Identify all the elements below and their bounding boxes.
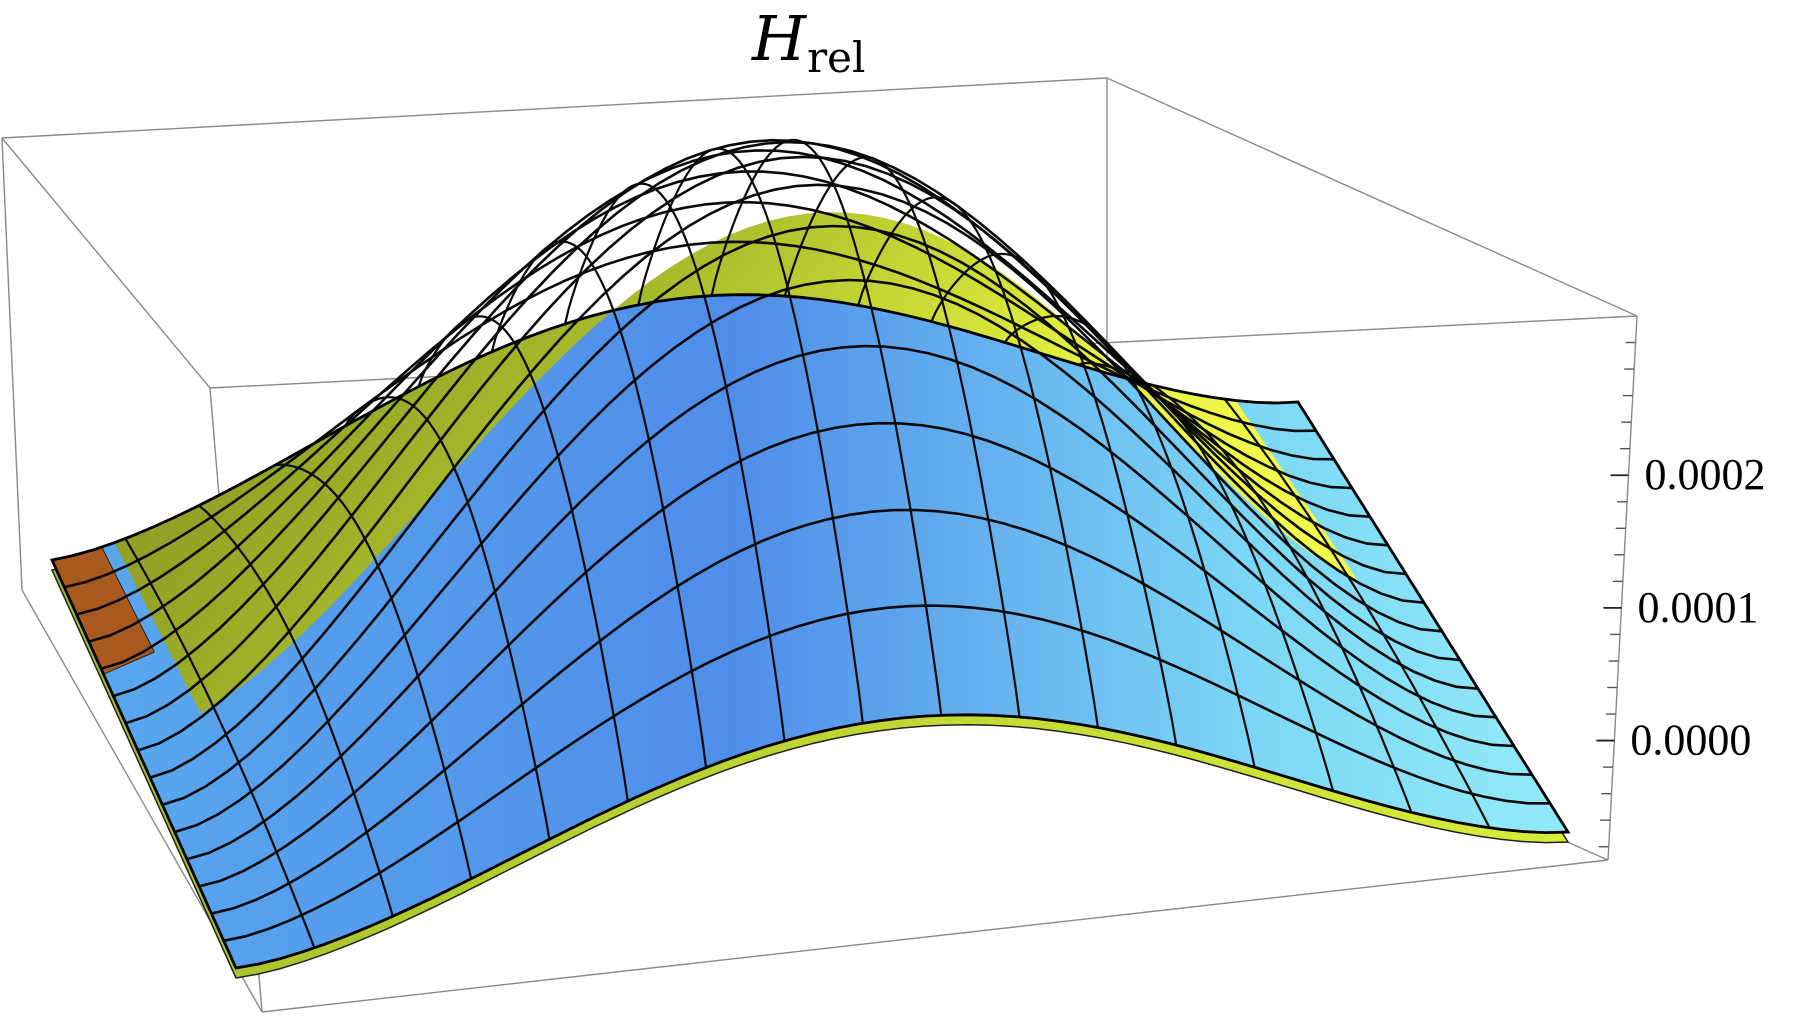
mesh-line-v: [710, 138, 943, 716]
mesh-line-u: [149, 183, 1443, 779]
mesh-line-v: [344, 396, 551, 840]
mesh-line-v: [930, 252, 1178, 746]
mesh-line-v: [1223, 398, 1491, 829]
surface-layer: [49, 138, 1571, 979]
mesh-line-u: [211, 508, 1533, 915]
mesh-line-v: [1150, 383, 1413, 813]
mesh-line-u: [137, 155, 1425, 752]
mesh-line-v: [564, 182, 786, 742]
mesh-line-v: [857, 196, 1099, 728]
mesh-line-u: [174, 278, 1479, 834]
mesh-line-u: [63, 240, 1317, 589]
mesh-line-v: [490, 240, 708, 768]
mesh-line-v: [271, 463, 473, 880]
mesh-line-u: [186, 344, 1497, 861]
mesh-line-v: [124, 538, 316, 949]
mesh-line-v: [637, 147, 864, 724]
mesh-line-u: [162, 224, 1461, 807]
box-edge: [1607, 315, 1638, 861]
surface-yellow-region: [114, 212, 1358, 714]
box-edge: [1, 137, 211, 389]
mesh-line-u: [223, 604, 1550, 943]
z-tick-label: 0.0000: [1630, 716, 1751, 765]
chart-title-main: H: [752, 2, 807, 75]
box-edge: [1, 137, 23, 591]
chart-title-subscript: rel: [807, 33, 866, 82]
mesh-line-v: [197, 504, 394, 917]
z-tick-label: 0.0001: [1637, 583, 1758, 632]
box-edge: [1106, 77, 1638, 317]
mesh-line-u: [198, 421, 1515, 888]
box-edge: [261, 859, 1609, 1013]
z-tick-label: 0.0002: [1645, 450, 1766, 499]
mesh-line-v: [783, 155, 1021, 718]
mesh-line-u: [76, 200, 1335, 616]
mesh-line-v: [417, 315, 629, 802]
surface-outline: [49, 293, 1571, 970]
mesh-line-v: [1077, 361, 1334, 792]
box-edge: [1, 77, 1108, 139]
mesh-line-u: [125, 140, 1407, 725]
z-axis: 0.0002 0.0001 0.0000: [1596, 341, 1766, 848]
chart-title: Hrel: [752, 2, 865, 82]
